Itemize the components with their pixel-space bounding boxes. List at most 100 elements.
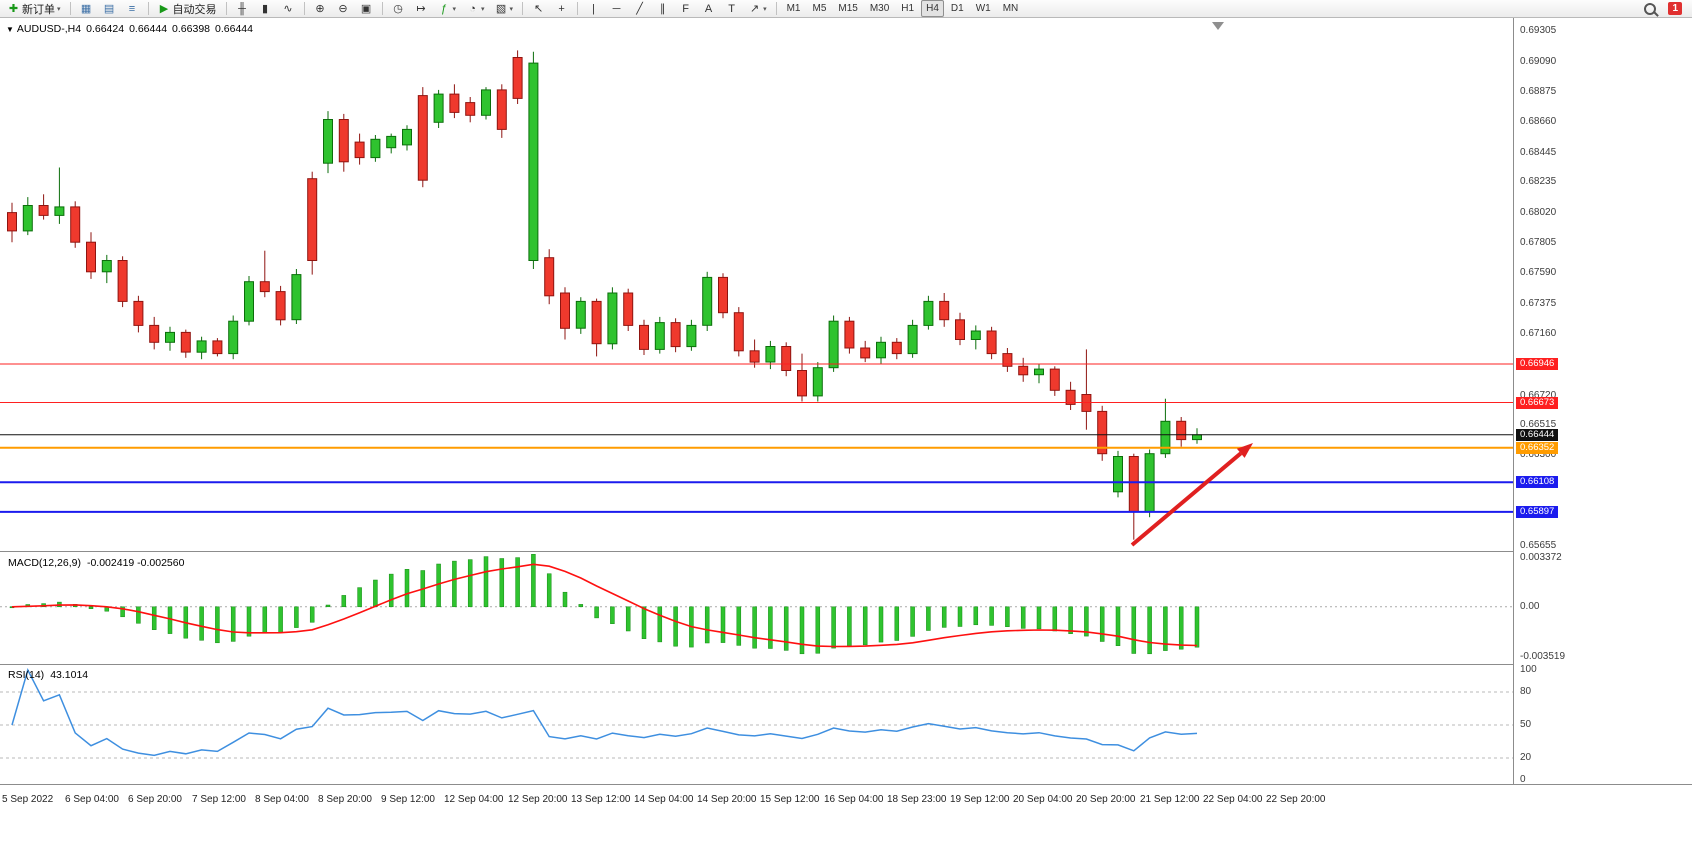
search-icon[interactable] <box>1644 2 1657 15</box>
timeframe-d1-button[interactable]: D1 <box>950 3 964 14</box>
trendline-icon[interactable]: ╱ <box>629 0 650 17</box>
auto-scroll-icon[interactable]: ◷ <box>388 0 409 17</box>
price-axis-label: 0.67805 <box>1520 237 1557 248</box>
time-axis-label: 20 Sep 20:00 <box>1076 794 1136 805</box>
price-axis-label: 0.69090 <box>1520 56 1557 67</box>
new-order-button: ✚ <box>8 2 19 15</box>
bar-chart-icon: ╫ <box>238 2 246 15</box>
pivot-line-badge: 0.66352 <box>1516 442 1559 454</box>
timeframe-w1-button[interactable]: W1 <box>975 3 991 14</box>
chart-area: ▼ AUDUSD-,H4 0.66424 0.66444 0.66398 0.66444 … <box>0 18 1692 848</box>
autotrading-button[interactable]: ▶ 自动交易 <box>154 0 221 17</box>
autotrading-button: ▶ <box>159 2 169 15</box>
macd-panel[interactable] <box>0 552 1513 664</box>
crosshair-icon[interactable]: + <box>551 0 572 17</box>
fibonacci-icon: F <box>682 2 689 15</box>
price-axis-label: 0.66515 <box>1520 419 1557 430</box>
chart-shift-icon[interactable]: ↦ <box>411 0 432 17</box>
fibonacci-icon[interactable]: F <box>675 0 696 17</box>
arrows-tool-icon: ↗ <box>749 2 760 15</box>
pane-divider[interactable] <box>0 664 1692 665</box>
support-line-2-badge: 0.65897 <box>1516 506 1559 518</box>
new-order-button[interactable]: ✚ 新订单 ▾ <box>3 0 65 17</box>
price-axis[interactable]: 0.69305 0.69090 0.68875 0.68660 0.68445 0.682… <box>1513 18 1692 785</box>
toolbar-separator <box>381 2 383 15</box>
zoom-in-icon: ⊕ <box>315 2 325 15</box>
crosshair-icon: + <box>558 2 565 15</box>
profiles-icon: ▤ <box>103 2 115 15</box>
tile-windows-icon: ▣ <box>360 2 372 15</box>
profiles-icon[interactable]: ▤ <box>99 0 120 17</box>
time-axis[interactable]: 5 Sep 2022 6 Sep 04:00 6 Sep 20:00 7 Sep 12… <box>0 785 1692 848</box>
time-axis-label: 8 Sep 04:00 <box>255 794 309 805</box>
timeframe-m15-button[interactable]: M15 <box>838 3 858 14</box>
indicators-icon: ƒ <box>440 2 448 15</box>
rsi-axis-label: 20 <box>1520 752 1532 763</box>
timeframe-h1-button[interactable]: H1 <box>901 3 915 14</box>
toolbar-separator <box>225 2 227 15</box>
timeframe-m1-button[interactable]: M1 <box>786 3 801 14</box>
zoom-out-icon: ⊖ <box>338 2 348 15</box>
collapse-marker-icon[interactable]: ▼ <box>6 25 14 34</box>
time-axis-label: 9 Sep 12:00 <box>381 794 435 805</box>
horizontal-line-icon[interactable]: ─ <box>606 0 627 17</box>
macd-label: MACD(12,26,9) -0.002419 -0.002560 <box>8 557 185 569</box>
time-axis-label: 16 Sep 04:00 <box>824 794 884 805</box>
market-watch-icon: ≡ <box>128 2 136 15</box>
notification-badge[interactable]: 1 <box>1668 2 1682 15</box>
vertical-line-icon[interactable]: | <box>583 0 604 17</box>
ohlc-open: 0.66424 <box>86 23 125 35</box>
bar-chart-icon[interactable]: ╫ <box>232 0 253 17</box>
timeframe-mn-button[interactable]: MN <box>1002 3 1019 14</box>
rsi-axis-label: 100 <box>1520 664 1537 675</box>
price-axis-label: 0.68235 <box>1520 176 1557 187</box>
periods-icon-caret: ▾ <box>481 5 485 13</box>
zoom-out-icon[interactable]: ⊖ <box>333 0 354 17</box>
candlestick-icon: ▮ <box>261 2 269 15</box>
periods-icon[interactable]: ◔ ▾ <box>462 0 489 17</box>
line-chart-icon: ∿ <box>283 2 293 15</box>
rsi-axis-label: 80 <box>1520 686 1532 697</box>
new-chart-icon[interactable]: ▦ <box>76 0 97 17</box>
new-chart-icon: ▦ <box>80 2 92 15</box>
time-axis-label: 22 Sep 20:00 <box>1266 794 1326 805</box>
timeframe-m30-button[interactable]: M30 <box>869 3 890 14</box>
cursor-icon: ↖ <box>533 2 544 15</box>
market-watch-icon[interactable]: ≡ <box>122 0 143 17</box>
candlestick-icon[interactable]: ▮ <box>255 0 276 17</box>
price-axis-label: 0.67160 <box>1520 328 1557 339</box>
pane-divider[interactable] <box>0 551 1692 552</box>
toolbar: ✚ 新订单 ▾ ▦ ▤ ≡ ▶ 自动交易 ╫ ▮ ∿ ⊕ ⊖ ▣ ◷ ↦ ƒ ▾ ◔ ▾ ▧ ▾ ↖ + | ─ ╱ ∥ F A T ↗ ▾ M1… <box>0 0 1692 18</box>
macd-axis-label: 0.00 <box>1520 601 1540 612</box>
price-axis-label: 0.65655 <box>1520 540 1557 551</box>
zoom-in-icon[interactable]: ⊕ <box>310 0 331 17</box>
text-icon[interactable]: A <box>698 0 719 17</box>
rsi-panel[interactable] <box>0 665 1513 784</box>
symbol-label: AUDUSD-,H4 <box>16 23 82 35</box>
arrows-tool-icon[interactable]: ↗ ▾ <box>744 0 771 17</box>
cursor-icon[interactable]: ↖ <box>528 0 549 17</box>
arrows-tool-icon-caret: ▾ <box>763 5 767 13</box>
axis-divider <box>0 784 1692 785</box>
indicators-icon[interactable]: ƒ ▾ <box>434 0 461 17</box>
templates-icon[interactable]: ▧ ▾ <box>491 0 518 17</box>
trendline-icon: ╱ <box>636 2 643 15</box>
text-icon: A <box>704 2 713 15</box>
price-chart[interactable] <box>0 18 1513 551</box>
time-axis-label: 5 Sep 2022 <box>2 794 54 805</box>
chart-ohlc-header: ▼ AUDUSD-,H4 0.66424 0.66444 0.66398 0.66444 <box>6 23 258 35</box>
templates-icon-caret: ▾ <box>509 5 514 13</box>
price-axis-label: 0.67590 <box>1520 267 1557 278</box>
tile-windows-icon[interactable]: ▣ <box>356 0 377 17</box>
timeframe-m5-button[interactable]: M5 <box>812 3 827 14</box>
timeframe-h4-button[interactable]: H4 <box>921 0 944 17</box>
line-chart-icon[interactable]: ∿ <box>278 0 299 17</box>
price-axis-label: 0.68875 <box>1520 86 1557 97</box>
new-order-button-label: 新订单 <box>22 3 55 16</box>
auto-scroll-icon: ◷ <box>393 2 403 15</box>
equidistant-channel-icon[interactable]: ∥ <box>652 0 673 17</box>
autotrading-button-label: 自动交易 <box>172 3 217 16</box>
text-label-icon: T <box>728 2 735 15</box>
text-label-icon[interactable]: T <box>721 0 742 17</box>
macd-axis-label: 0.003372 <box>1520 552 1562 563</box>
